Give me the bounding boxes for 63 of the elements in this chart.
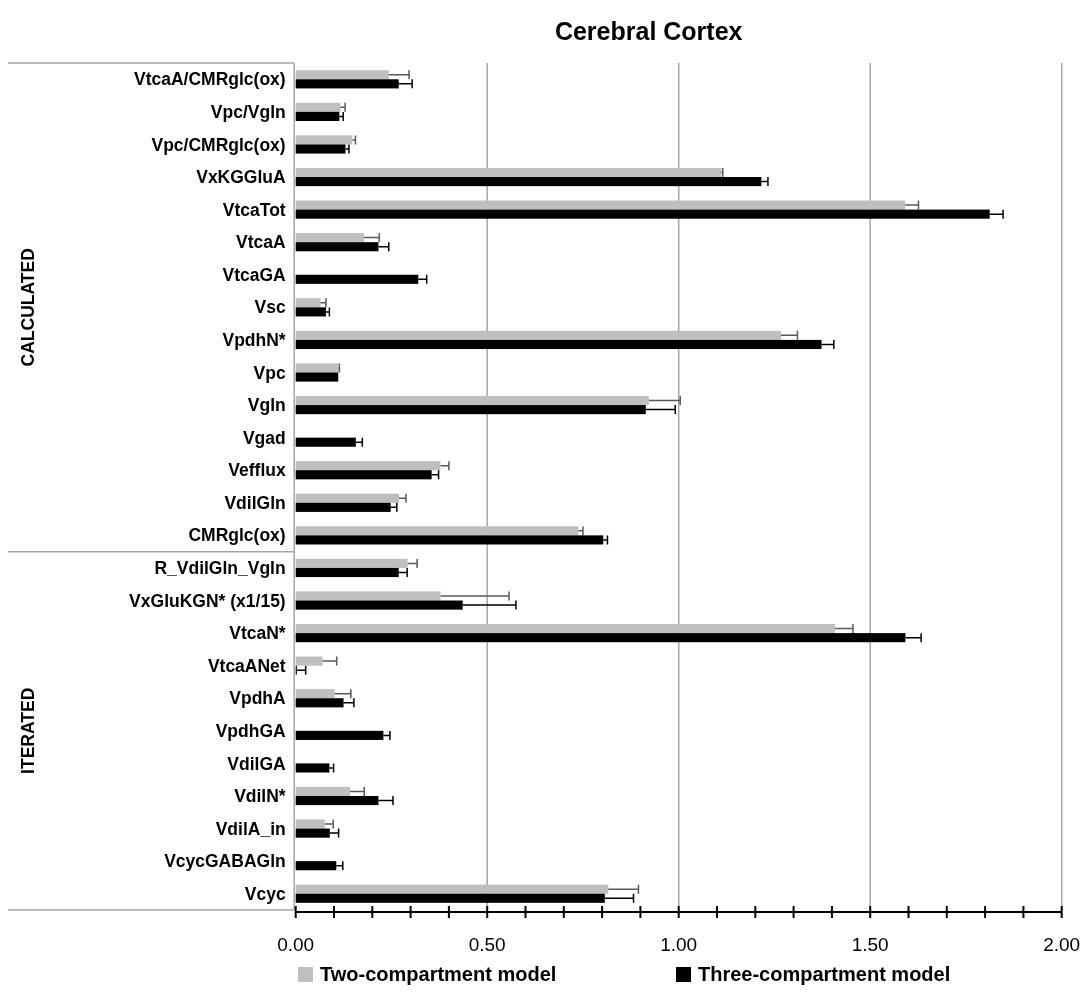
x-tick-label: 0.00 (277, 934, 315, 955)
bar (295, 363, 339, 373)
y-tick-label: Vsc (254, 297, 286, 318)
y-tick-label: VtcaN* (229, 623, 286, 644)
y-tick-label: VtcaA (236, 232, 287, 253)
bar (295, 102, 341, 112)
text: CALCULATED (18, 248, 38, 367)
bar (295, 167, 722, 178)
y-tick-label: VdilGln (224, 492, 286, 513)
y-tick-label: VtcaTot (222, 199, 286, 220)
y-tick-label: VdilGA (227, 753, 287, 774)
text: ITERATED (18, 687, 38, 774)
x-tick-label: 1.50 (851, 934, 889, 955)
bar (295, 526, 579, 536)
bar (295, 763, 330, 773)
x-tick-label: 1.00 (660, 934, 698, 955)
y-tick-label: VtcaA/CMRglc(ox) (134, 69, 286, 90)
bar (295, 558, 408, 568)
bar (295, 786, 351, 796)
y-tick-label: VdilN* (234, 786, 286, 807)
bar (295, 330, 781, 340)
y-tick-label: VxGluKGN* (x1/15) (129, 590, 286, 611)
y-tick-label: CMRglc(ox) (188, 525, 286, 546)
bar (295, 535, 604, 545)
bar (295, 372, 339, 382)
bar (295, 233, 364, 243)
x-tick-label: 2.00 (1043, 934, 1081, 955)
legend-label: Three-compartment model (698, 963, 951, 985)
y-tick-label: VtcaANet (207, 655, 286, 676)
y-tick-label: VcycGABAGln (164, 851, 286, 872)
bar (295, 135, 353, 145)
bar (295, 461, 441, 471)
legend-label: Two-compartment model (320, 963, 557, 985)
y-tick-label: Vpc/Vgln (210, 101, 286, 122)
bar (295, 307, 326, 317)
bar (295, 656, 323, 666)
bar (295, 70, 389, 80)
bar (295, 395, 649, 406)
bar (295, 689, 335, 699)
y-tick-label: R_VdilGln_Vgln (154, 558, 286, 579)
y-tick-label: VpdhA (229, 688, 287, 709)
y-tick-label: VdilA_in (215, 818, 286, 839)
bar (295, 111, 340, 121)
bar (295, 493, 400, 503)
y-tick-label: VpdhGA (215, 720, 287, 741)
y-tick-label: Vefflux (228, 460, 286, 481)
bar (295, 884, 609, 894)
bar (295, 144, 346, 154)
y-tick-label: VtcaGA (222, 264, 287, 285)
y-tick-label: Vgad (242, 427, 286, 448)
y-tick-label: Vcyc (244, 883, 286, 904)
chart-title: Cerebral Cortex (554, 17, 743, 45)
bar (295, 623, 835, 634)
y-tick-label: Vpc (253, 362, 286, 383)
bar (295, 819, 325, 829)
bar (295, 298, 321, 308)
bar (295, 200, 906, 210)
bar (295, 591, 441, 601)
y-tick-label: VxKGGluA (196, 167, 287, 188)
y-tick-label: VpdhN* (222, 330, 286, 351)
y-tick-label: Vpc/CMRglc(ox) (151, 134, 286, 155)
y-tick-label: Vgln (247, 395, 286, 416)
x-tick-label: 0.50 (468, 934, 506, 955)
